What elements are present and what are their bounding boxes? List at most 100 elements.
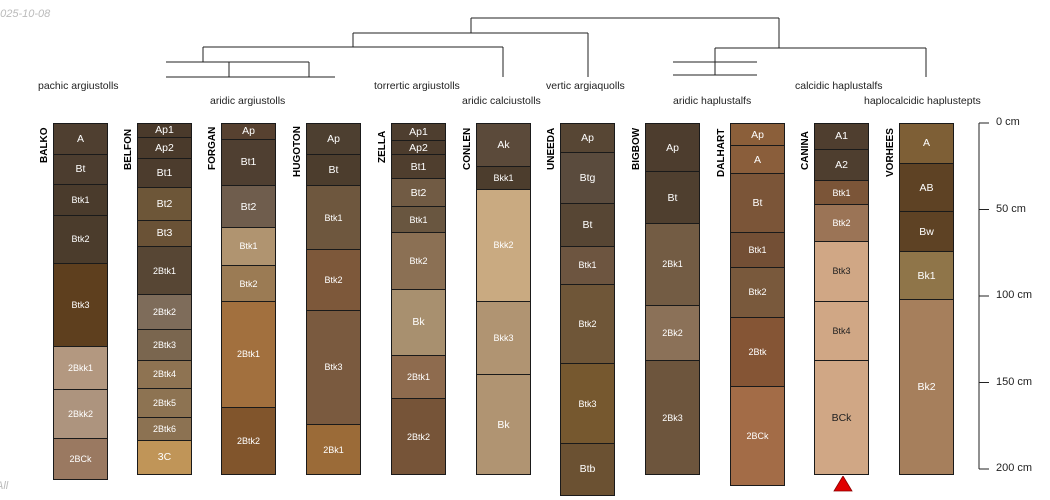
horizon-block: Bt3: [137, 219, 192, 247]
horizon-block: Bt: [730, 173, 785, 233]
horizon-block: A1: [814, 123, 869, 150]
taxon-label: pachic argiustolls: [38, 80, 119, 92]
horizon-label: 2Bk1: [662, 259, 683, 270]
horizon-block: Ap: [645, 123, 700, 173]
profile-name: HUGOTON: [292, 126, 303, 178]
horizon-label: Ap: [666, 141, 679, 154]
horizon-label: Bt2: [240, 200, 257, 213]
horizon-label: Bt1: [156, 166, 173, 179]
horizon-label: Btk3: [71, 300, 90, 311]
horizon-block: Ap: [730, 123, 785, 147]
horizon-label: Bk2: [917, 381, 936, 394]
horizon-block: Bk: [391, 289, 446, 356]
horizon-label: A: [922, 137, 930, 150]
horizon-label: Bkk2: [493, 240, 514, 251]
horizon-block: Ak: [476, 123, 531, 168]
horizon-label: Bt2: [156, 197, 173, 210]
horizon-label: A2: [835, 159, 848, 171]
horizon-block: Btk1: [730, 231, 785, 268]
profile-name: UNEEDA: [546, 127, 557, 171]
horizon-block: Bt1: [391, 154, 446, 180]
horizon-block: Bt: [53, 154, 108, 185]
horizon-label: Btk3: [324, 362, 343, 373]
horizon-block: 2Bk2: [645, 304, 700, 361]
horizon-label: 2Btk2: [236, 435, 260, 446]
horizon-block: Btk1: [391, 206, 446, 233]
horizon-label: Bk1: [917, 269, 936, 282]
horizon-label: Btb: [579, 463, 596, 476]
horizon-block: 2Btk: [730, 316, 785, 387]
horizon-block: 2Btk3: [137, 328, 192, 361]
profile-name: DALHART: [716, 129, 727, 178]
horizon-block: Btk2: [391, 231, 446, 291]
horizon-label: Bk: [412, 316, 425, 329]
horizon-block: A: [730, 145, 785, 175]
horizon-block: 2Btk2: [221, 406, 276, 476]
horizon-block: Bt1: [137, 157, 192, 188]
horizon-block: Btk3: [53, 263, 108, 348]
horizon-block: Bkk2: [476, 188, 531, 303]
horizon-label: Bt1: [410, 160, 427, 173]
axis-tick-label: 150 cm: [996, 375, 1033, 388]
horizon-block: 2Bk1: [645, 223, 700, 306]
horizon-block: Btk2: [221, 264, 276, 303]
taxon-label: vertic argiaquolls: [546, 80, 625, 92]
horizon-block: 2Btk6: [137, 417, 192, 441]
horizon-block: Bt2: [221, 185, 276, 228]
horizon-label: BCk: [831, 411, 852, 424]
horizon-label: Ap: [581, 132, 594, 145]
horizon-block: Btk1: [560, 245, 615, 285]
taxon-label: aridic calciustolls: [462, 95, 541, 107]
horizon-label: Bkk1: [493, 172, 514, 183]
horizon-block: Btk3: [814, 240, 869, 303]
taxon-label: aridic argiustolls: [210, 95, 286, 107]
horizon-label: 2BCk: [746, 430, 769, 441]
horizon-label: 2Btk4: [152, 369, 176, 380]
horizon-block: Bt: [560, 202, 615, 247]
footer-text: All: [0, 480, 9, 492]
horizon-label: 2Btk1: [236, 349, 260, 360]
horizon-label: 2Btk2: [406, 431, 430, 442]
horizon-label: 2Btk1: [152, 265, 176, 276]
horizon-label: Btg: [579, 171, 596, 184]
horizon-block: 2Bkk2: [53, 389, 108, 439]
profile-name: FORGAN: [207, 126, 218, 171]
axis-tick-label: 100 cm: [996, 289, 1033, 301]
horizon-label: 2Bkk1: [67, 363, 93, 374]
horizon-label: 2Btk5: [152, 397, 176, 408]
profile-name: BIGBOW: [631, 127, 642, 171]
horizon-label: Ap1: [409, 126, 428, 139]
horizon-label: 3C: [157, 451, 172, 464]
horizon-block: Ap1: [391, 123, 446, 142]
profile-name: BALKO: [39, 127, 50, 163]
horizon-block: Ap2: [391, 140, 446, 156]
horizon-label: Ap2: [155, 141, 174, 154]
horizon-label: Bt: [582, 218, 593, 231]
horizon-block: Ap2: [137, 136, 192, 159]
horizon-block: AB: [899, 162, 954, 213]
horizon-label: Ap1: [155, 124, 174, 137]
horizon-label: 2Bk2: [662, 327, 683, 338]
horizon-label: 2Btk2: [152, 307, 176, 318]
profile-name: ZELLA: [377, 130, 388, 163]
profile-name: BELFON: [123, 129, 134, 171]
horizon-label: Btk2: [748, 287, 767, 298]
horizon-label: A: [753, 153, 761, 166]
horizon-label: Bt: [752, 197, 763, 210]
horizon-label: AB: [919, 181, 934, 194]
horizon-label: Bkk3: [493, 333, 514, 344]
horizon-block: Btb: [560, 443, 615, 496]
horizon-label: Bt1: [240, 156, 257, 169]
horizon-label: Btk1: [324, 212, 343, 223]
horizon-label: Bw: [919, 225, 934, 238]
dendrogram: [166, 17, 927, 78]
horizon-block: Bk1: [899, 251, 954, 301]
horizon-label: Ap: [751, 128, 764, 141]
horizon-label: Btk2: [832, 217, 851, 228]
horizon-label: 2Btk3: [152, 339, 176, 350]
horizon-label: Btk4: [832, 326, 851, 337]
horizon-label: Btk1: [71, 194, 90, 205]
horizon-block: 2Btk4: [137, 360, 192, 389]
horizon-block: Bt2: [137, 187, 192, 221]
